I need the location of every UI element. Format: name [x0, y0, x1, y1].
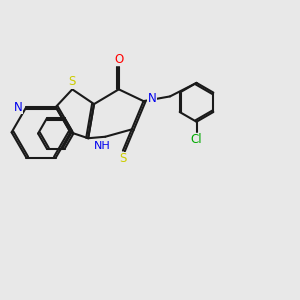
- Text: N: N: [148, 92, 157, 105]
- Text: Cl: Cl: [191, 134, 202, 146]
- Text: O: O: [114, 53, 123, 66]
- Text: N: N: [14, 100, 22, 113]
- Text: NH: NH: [94, 141, 111, 151]
- Text: S: S: [69, 75, 76, 88]
- Text: S: S: [119, 152, 127, 165]
